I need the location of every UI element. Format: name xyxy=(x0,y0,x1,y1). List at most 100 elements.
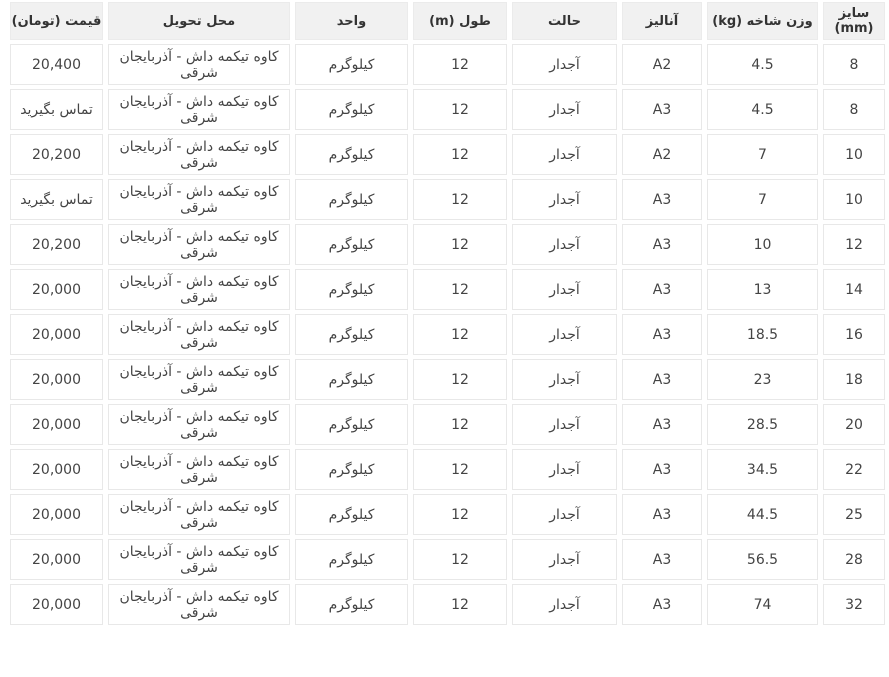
column-header-unit: واحد xyxy=(295,2,408,40)
cell-analysis: A3 xyxy=(622,269,702,310)
cell-analysis: A3 xyxy=(622,404,702,445)
cell-analysis: A3 xyxy=(622,179,702,220)
cell-unit: کیلوگرم xyxy=(295,584,408,625)
cell-location: کاوه تیکمه داش - آذربایجان شرقی xyxy=(108,224,290,265)
column-header-size: سایز (mm) xyxy=(823,2,885,40)
cell-state: آجدار xyxy=(512,494,617,535)
cell-analysis: A3 xyxy=(622,494,702,535)
cell-price: 20,000 xyxy=(10,539,103,580)
cell-location: کاوه تیکمه داش - آذربایجان شرقی xyxy=(108,269,290,310)
cell-unit: کیلوگرم xyxy=(295,539,408,580)
cell-price: 20,000 xyxy=(10,359,103,400)
cell-state: آجدار xyxy=(512,89,617,130)
cell-length: 12 xyxy=(413,224,507,265)
cell-location: کاوه تیکمه داش - آذربایجان شرقی xyxy=(108,179,290,220)
cell-analysis: A3 xyxy=(622,359,702,400)
cell-unit: کیلوگرم xyxy=(295,494,408,535)
cell-weight: 7 xyxy=(707,134,818,175)
table-row: 14 13 A3 آجدار 12 کیلوگرم کاوه تیکمه داش - آذر… xyxy=(10,269,885,310)
table-body: 8 4.5 A2 آجدار 12 کیلوگرم کاوه تیکمه داش - آذر… xyxy=(10,44,885,625)
cell-state: آجدار xyxy=(512,539,617,580)
cell-price: 20,000 xyxy=(10,404,103,445)
cell-weight: 74 xyxy=(707,584,818,625)
cell-length: 12 xyxy=(413,89,507,130)
cell-price: تماس بگیرید xyxy=(10,89,103,130)
cell-location: کاوه تیکمه داش - آذربایجان شرقی xyxy=(108,404,290,445)
cell-state: آجدار xyxy=(512,134,617,175)
cell-length: 12 xyxy=(413,359,507,400)
cell-size: 16 xyxy=(823,314,885,355)
cell-weight: 34.5 xyxy=(707,449,818,490)
cell-price: 20,200 xyxy=(10,134,103,175)
cell-price: 20,000 xyxy=(10,449,103,490)
table-row: 10 7 A2 آجدار 12 کیلوگرم کاوه تیکمه داش - آذرب… xyxy=(10,134,885,175)
cell-price: 20,200 xyxy=(10,224,103,265)
cell-weight: 13 xyxy=(707,269,818,310)
rebar-price-table: سایز (mm) وزن شاخه (kg) آنالیز حالت طول (m) و… xyxy=(10,2,885,625)
cell-state: آجدار xyxy=(512,224,617,265)
cell-length: 12 xyxy=(413,404,507,445)
column-header-analysis: آنالیز xyxy=(622,2,702,40)
cell-analysis: A3 xyxy=(622,314,702,355)
cell-state: آجدار xyxy=(512,584,617,625)
table-row: 32 74 A3 آجدار 12 کیلوگرم کاوه تیکمه داش - آذر… xyxy=(10,584,885,625)
cell-size: 8 xyxy=(823,89,885,130)
cell-state: آجدار xyxy=(512,359,617,400)
table-row: 25 44.5 A3 آجدار 12 کیلوگرم کاوه تیکمه داش - آ… xyxy=(10,494,885,535)
cell-location: کاوه تیکمه داش - آذربایجان شرقی xyxy=(108,314,290,355)
table-row: 20 28.5 A3 آجدار 12 کیلوگرم کاوه تیکمه داش - آ… xyxy=(10,404,885,445)
column-header-length: طول (m) xyxy=(413,2,507,40)
cell-price: 20,000 xyxy=(10,314,103,355)
cell-unit: کیلوگرم xyxy=(295,449,408,490)
cell-state: آجدار xyxy=(512,269,617,310)
cell-length: 12 xyxy=(413,494,507,535)
cell-size: 12 xyxy=(823,224,885,265)
cell-weight: 7 xyxy=(707,179,818,220)
cell-weight: 4.5 xyxy=(707,89,818,130)
cell-unit: کیلوگرم xyxy=(295,269,408,310)
column-header-price: قیمت (تومان) xyxy=(10,2,103,40)
cell-length: 12 xyxy=(413,584,507,625)
cell-length: 12 xyxy=(413,449,507,490)
cell-unit: کیلوگرم xyxy=(295,314,408,355)
cell-analysis: A2 xyxy=(622,44,702,85)
cell-location: کاوه تیکمه داش - آذربایجان شرقی xyxy=(108,494,290,535)
column-header-location: محل تحویل xyxy=(108,2,290,40)
cell-unit: کیلوگرم xyxy=(295,224,408,265)
table-row: 22 34.5 A3 آجدار 12 کیلوگرم کاوه تیکمه داش - آ… xyxy=(10,449,885,490)
cell-length: 12 xyxy=(413,269,507,310)
cell-unit: کیلوگرم xyxy=(295,89,408,130)
cell-weight: 28.5 xyxy=(707,404,818,445)
table-row: 16 18.5 A3 آجدار 12 کیلوگرم کاوه تیکمه داش - آ… xyxy=(10,314,885,355)
cell-analysis: A3 xyxy=(622,449,702,490)
cell-weight: 10 xyxy=(707,224,818,265)
cell-unit: کیلوگرم xyxy=(295,359,408,400)
table-row: 12 10 A3 آجدار 12 کیلوگرم کاوه تیکمه داش - آذر… xyxy=(10,224,885,265)
table-row: 28 56.5 A3 آجدار 12 کیلوگرم کاوه تیکمه داش - آ… xyxy=(10,539,885,580)
cell-size: 28 xyxy=(823,539,885,580)
cell-unit: کیلوگرم xyxy=(295,44,408,85)
cell-unit: کیلوگرم xyxy=(295,404,408,445)
cell-length: 12 xyxy=(413,539,507,580)
cell-weight: 4.5 xyxy=(707,44,818,85)
cell-weight: 18.5 xyxy=(707,314,818,355)
cell-location: کاوه تیکمه داش - آذربایجان شرقی xyxy=(108,359,290,400)
cell-location: کاوه تیکمه داش - آذربایجان شرقی xyxy=(108,584,290,625)
cell-analysis: A3 xyxy=(622,539,702,580)
cell-size: 20 xyxy=(823,404,885,445)
cell-location: کاوه تیکمه داش - آذربایجان شرقی xyxy=(108,44,290,85)
cell-size: 32 xyxy=(823,584,885,625)
cell-unit: کیلوگرم xyxy=(295,179,408,220)
column-header-state: حالت xyxy=(512,2,617,40)
cell-length: 12 xyxy=(413,314,507,355)
cell-state: آجدار xyxy=(512,179,617,220)
cell-size: 18 xyxy=(823,359,885,400)
table-row: 18 23 A3 آجدار 12 کیلوگرم کاوه تیکمه داش - آذر… xyxy=(10,359,885,400)
cell-analysis: A3 xyxy=(622,584,702,625)
table-header-row: سایز (mm) وزن شاخه (kg) آنالیز حالت طول (m) و… xyxy=(10,2,885,40)
column-header-weight: وزن شاخه (kg) xyxy=(707,2,818,40)
cell-weight: 56.5 xyxy=(707,539,818,580)
cell-weight: 23 xyxy=(707,359,818,400)
cell-length: 12 xyxy=(413,179,507,220)
cell-location: کاوه تیکمه داش - آذربایجان شرقی xyxy=(108,449,290,490)
